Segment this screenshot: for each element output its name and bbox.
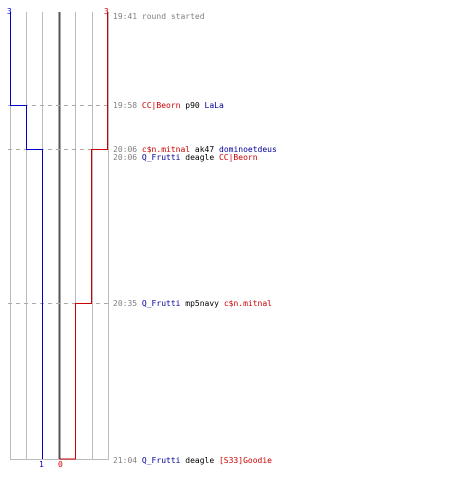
event-time: 19:41	[113, 12, 138, 21]
event-row: 20:35 Q_Frutti mp5navy c$n.mitnal	[113, 299, 272, 308]
event-text: round started	[141, 12, 205, 21]
event-player-name: dominoetdeus	[219, 145, 277, 154]
red-team-start-count: 3	[104, 7, 109, 16]
event-player-name: Q_Frutti	[141, 299, 181, 308]
event-player-name: c$n.mitnal	[223, 299, 272, 308]
event-time: 20:35	[113, 299, 138, 308]
event-time: 20:06	[113, 153, 138, 162]
event-player-name: CC|Beorn	[218, 153, 258, 162]
event-player-name: c$n.mitnal	[141, 145, 191, 154]
red-team-end-count: 0	[58, 460, 63, 469]
blue-team-step-line	[10, 12, 43, 459]
event-row: 19:41 round started	[113, 12, 205, 21]
event-player-name: [S33]Goodie	[218, 456, 272, 465]
event-player-name: Q_Frutti	[141, 456, 181, 465]
blue-team-start-count: 3	[7, 7, 12, 16]
event-weapon: mp5navy	[180, 299, 224, 308]
event-row: 19:58 CC|Beorn p90 LaLa	[113, 101, 224, 110]
team-step-lines	[10, 12, 108, 460]
blue-team-end-count: 1	[39, 460, 44, 469]
event-row: 21:04 Q_Frutti deagle [S33]Goodie	[113, 456, 272, 465]
event-row: 20:06 c$n.mitnal ak47 dominoetdeus	[113, 145, 277, 154]
player-grid-lines	[10, 12, 109, 460]
event-weapon: deagle	[180, 456, 219, 465]
event-weapon: deagle	[180, 153, 219, 162]
event-player-name: Q_Frutti	[141, 153, 181, 162]
event-player-name: CC|Beorn	[141, 101, 181, 110]
event-row: 20:06 Q_Frutti deagle CC|Beorn	[113, 153, 258, 162]
event-time: 20:06	[113, 145, 138, 154]
red-team-step-line	[59, 12, 108, 460]
event-time: 21:04	[113, 456, 138, 465]
event-weapon: p90	[180, 101, 205, 110]
event-player-name: LaLa	[204, 101, 224, 110]
event-weapon: ak47	[190, 145, 219, 154]
event-time: 19:58	[113, 101, 138, 110]
